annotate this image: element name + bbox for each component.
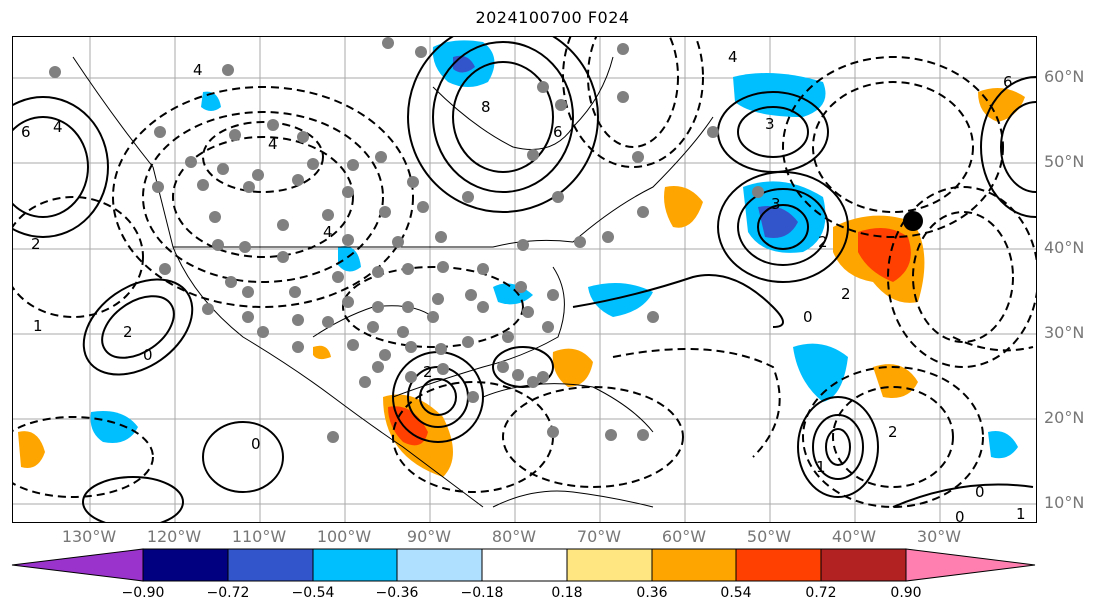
lat-label: 60°N [1044, 67, 1085, 86]
contour-label: 2 [818, 233, 828, 251]
colorbar-tick: 0.90 [890, 585, 922, 601]
contour-label: 1 [33, 317, 43, 335]
lat-label: 10°N [1044, 493, 1085, 512]
lon-label: 120°W [146, 527, 202, 546]
colorbar-tick: −0.36 [375, 585, 419, 601]
lon-label: 100°W [316, 527, 372, 546]
dashed-contours [13, 37, 1036, 508]
contour-label: 4 [193, 61, 203, 79]
colorbar-segment [11, 548, 144, 582]
map-title: 2024100700 F024 [475, 8, 630, 27]
lon-label: 110°W [231, 527, 287, 546]
colorbar-segment [312, 548, 398, 582]
colorbar-tick: 0.72 [805, 585, 837, 601]
shaded-anomalies [18, 40, 1025, 477]
colorbar [11, 548, 1036, 582]
lat-label: 30°N [1044, 323, 1085, 342]
lat-label: 20°N [1044, 408, 1085, 427]
contour-label: 8 [481, 98, 491, 116]
contour-label: 1 [1016, 505, 1026, 522]
contour-label: 6 [1003, 73, 1013, 91]
colorbar-segment [481, 548, 568, 582]
contour-label: 4 [53, 118, 63, 136]
contour-label: 2 [841, 285, 851, 303]
contour-label: 0 [955, 508, 965, 522]
colorbar-segment [735, 548, 822, 582]
colorbar-segment [820, 548, 907, 582]
colorbar-segment [651, 548, 737, 582]
lon-label: 80°W [491, 527, 537, 546]
contour-label: 0 [803, 308, 813, 326]
colorbar-tick: 0.18 [551, 585, 583, 601]
lon-label: 130°W [61, 527, 117, 546]
lon-label: 70°W [576, 527, 622, 546]
colorbar-segment [905, 548, 1036, 582]
colorbar-segment [227, 548, 314, 582]
colorbar-tick: −0.18 [460, 585, 504, 601]
contour-label: 4 [728, 48, 738, 66]
observation-points [49, 37, 764, 443]
lon-label: 30°W [916, 527, 962, 546]
colorbar-tick: 0.54 [720, 585, 752, 601]
contour-label: 1 [816, 458, 826, 476]
lon-label: 40°W [831, 527, 877, 546]
contour-label: 2 [423, 363, 433, 381]
contour-label: 0 [251, 435, 261, 453]
colorbar-tick: 0.36 [636, 585, 668, 601]
contour-label: 2 [31, 235, 41, 253]
colorbar-tick: −0.72 [206, 585, 250, 601]
colorbar-segment [142, 548, 229, 582]
colorbar-tick: −0.54 [291, 585, 335, 601]
colorbar-segment [396, 548, 483, 582]
colorbar-segment [566, 548, 653, 582]
contour-label: 4 [323, 223, 333, 241]
lon-label: 50°W [746, 527, 792, 546]
colorbar-tick: −0.90 [121, 585, 165, 601]
contour-label: 2 [123, 323, 133, 341]
contour-label: 6 [553, 123, 563, 141]
contour-labels: 4 6 4 8 6 3 4 3 2 0 2 1 2 0 0 1 2 0 0 1 … [21, 48, 1026, 522]
contour-label: 6 [21, 123, 31, 141]
contour-label: 3 [765, 115, 775, 133]
contour-label: 3 [771, 195, 781, 213]
storm-position-marker [903, 211, 923, 231]
contour-label: 2 [888, 423, 898, 441]
map-panel: 4 6 4 8 6 3 4 3 2 0 2 1 2 0 0 1 2 0 0 1 … [12, 36, 1037, 523]
map-canvas: 4 6 4 8 6 3 4 3 2 0 2 1 2 0 0 1 2 0 0 1 … [13, 37, 1036, 522]
lat-label: 40°N [1044, 238, 1085, 257]
contour-label: 0 [143, 346, 153, 364]
contour-label: 0 [975, 483, 985, 501]
lon-label: 90°W [406, 527, 452, 546]
lat-label: 50°N [1044, 152, 1085, 171]
lon-label: 60°W [661, 527, 707, 546]
contour-label: 4 [268, 135, 278, 153]
